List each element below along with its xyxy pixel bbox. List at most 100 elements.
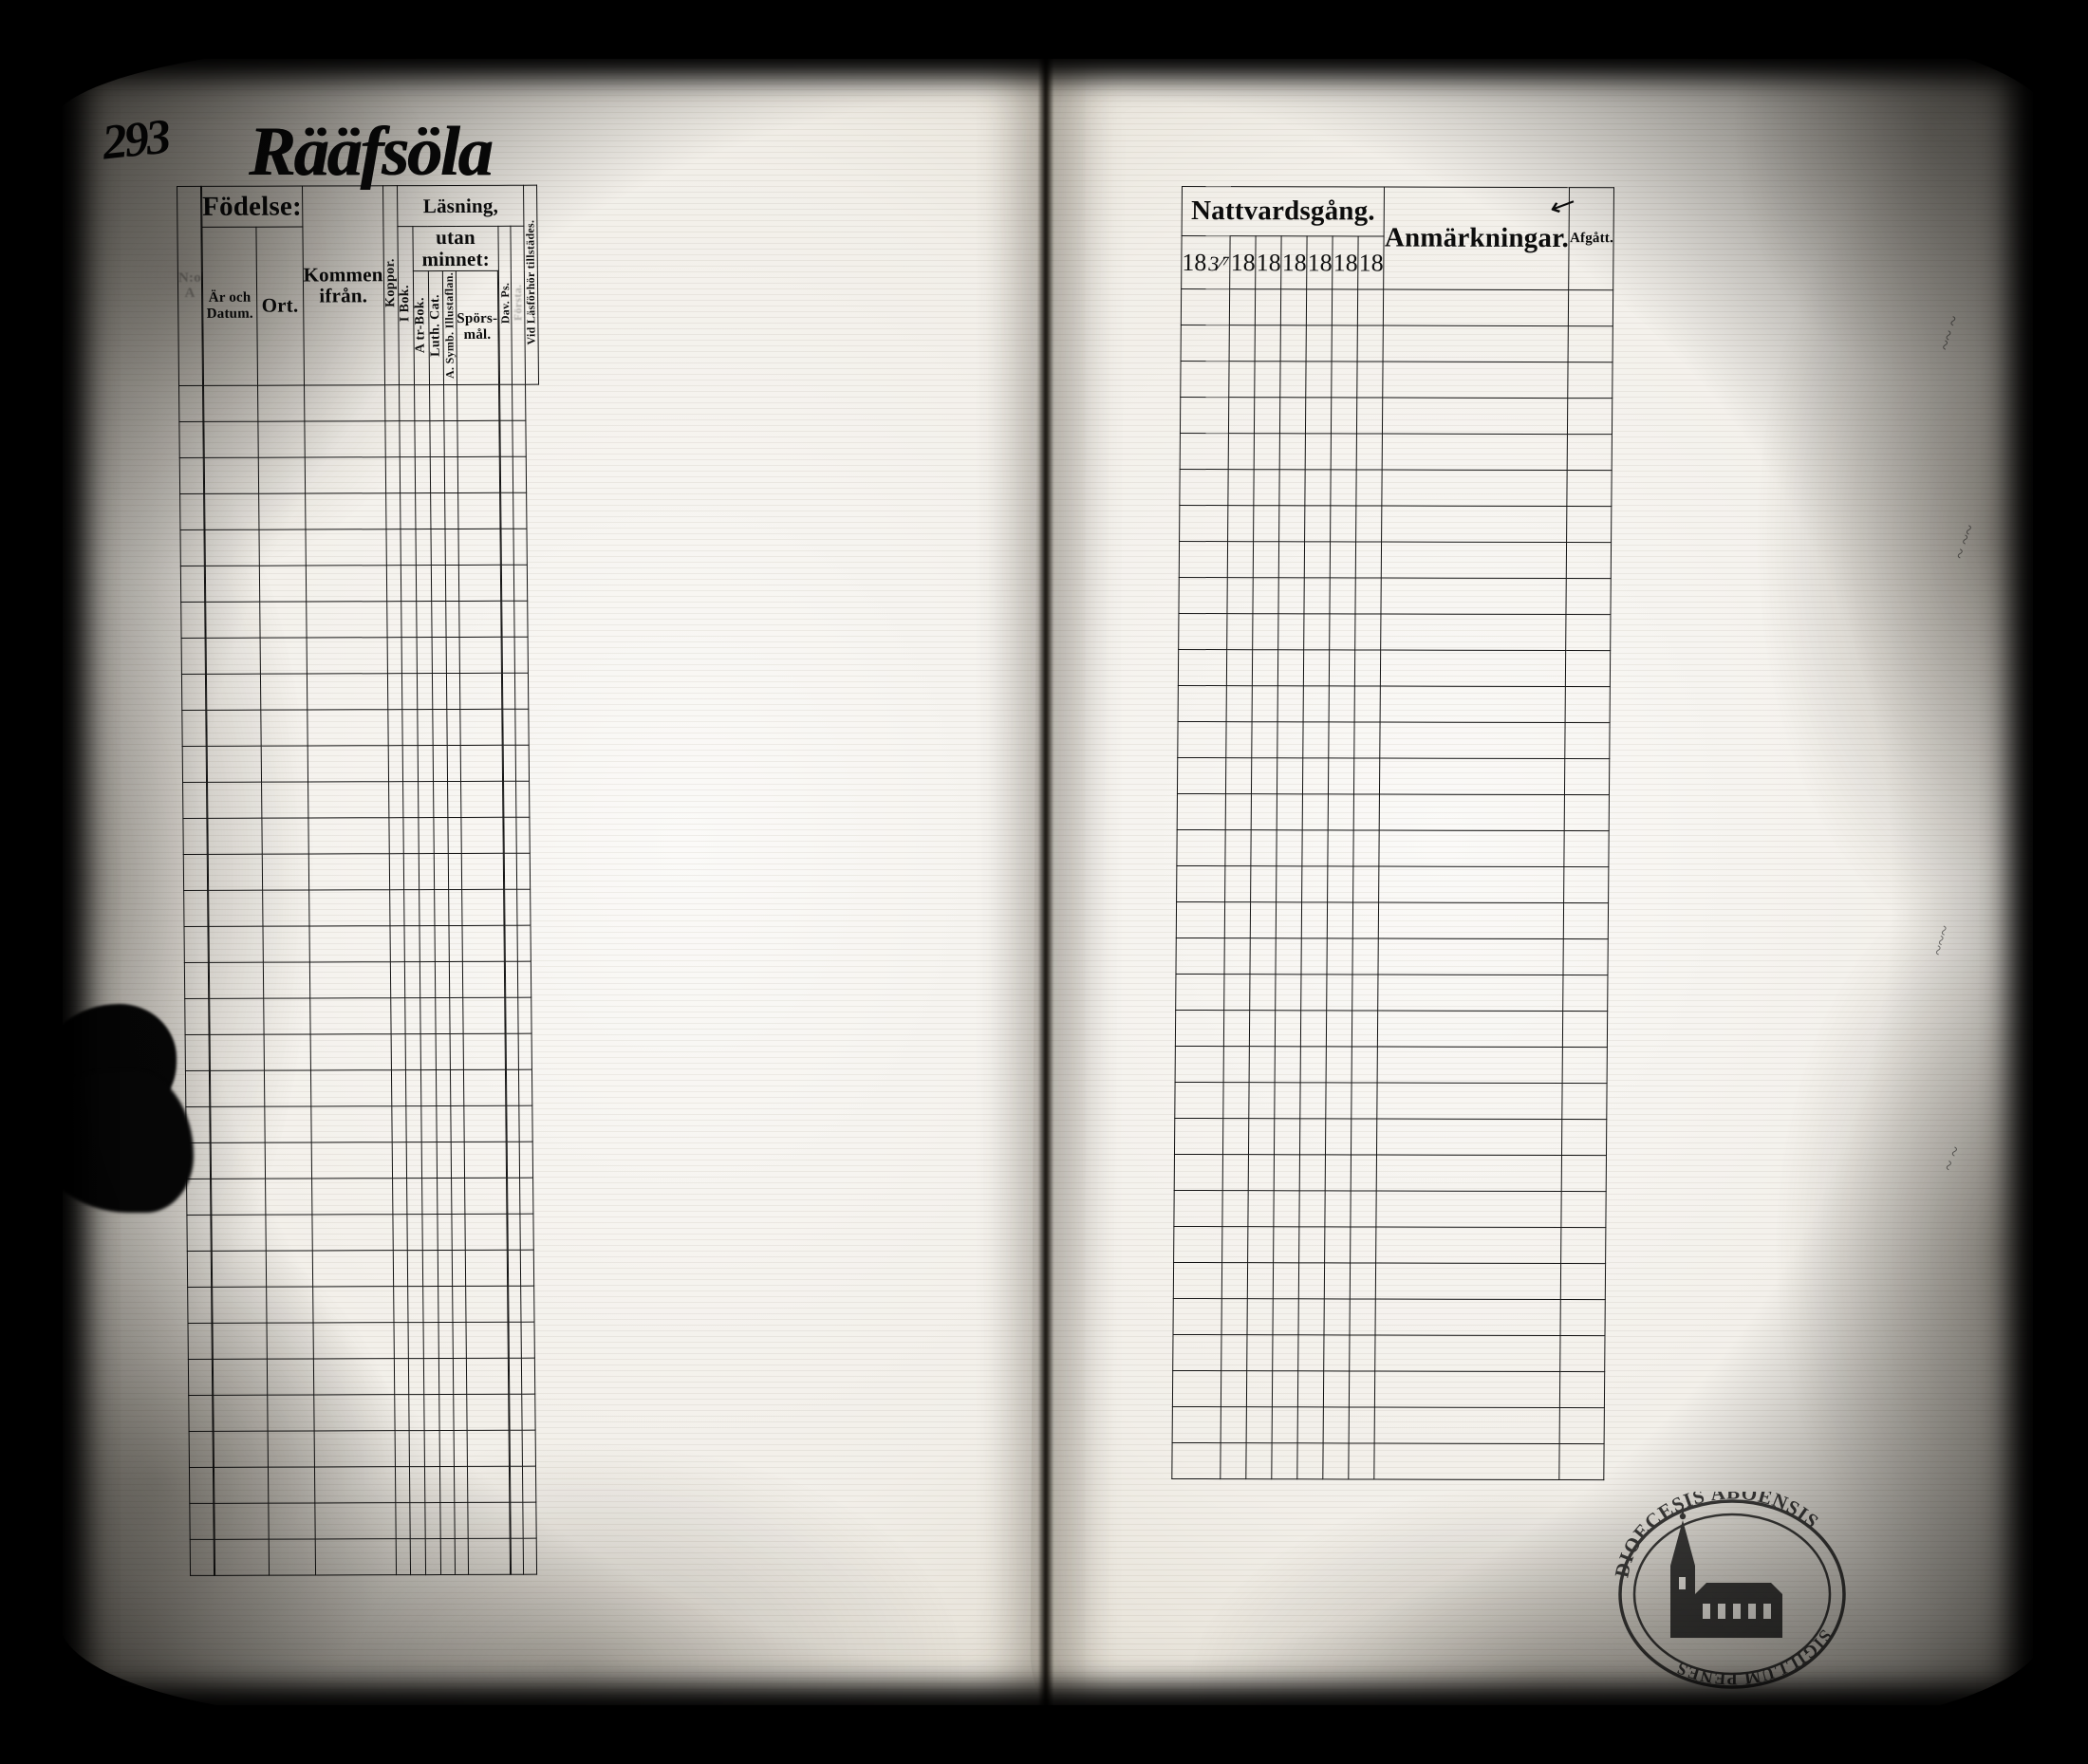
right-cell[interactable] <box>1301 901 1328 938</box>
left-cell[interactable] <box>513 455 527 492</box>
left-cell[interactable] <box>463 1032 506 1070</box>
left-cell[interactable] <box>211 1214 267 1251</box>
right-cell[interactable] <box>1279 433 1306 470</box>
left-cell[interactable] <box>522 1429 536 1466</box>
right-cell[interactable] <box>1175 938 1225 975</box>
right-cell[interactable] <box>1562 1011 1609 1048</box>
left-cell[interactable] <box>268 1430 315 1467</box>
right-cell[interactable] <box>1350 1226 1377 1264</box>
right-cell[interactable] <box>1272 1442 1298 1479</box>
table-row[interactable] <box>1175 1010 1609 1048</box>
right-cell[interactable] <box>1323 1370 1351 1407</box>
left-cell[interactable] <box>393 1286 409 1323</box>
table-row[interactable] <box>1181 288 1614 326</box>
right-cell[interactable] <box>1306 325 1333 362</box>
table-row[interactable] <box>1179 469 1613 507</box>
left-cell[interactable] <box>519 1105 533 1142</box>
left-cell[interactable] <box>403 889 420 926</box>
left-cell[interactable] <box>513 492 528 529</box>
left-cell[interactable] <box>208 853 263 890</box>
left-cell[interactable] <box>405 1033 421 1070</box>
left-cell[interactable] <box>509 1357 523 1394</box>
left-cell[interactable] <box>208 925 264 962</box>
left-cell[interactable] <box>214 1466 269 1503</box>
right-cell[interactable] <box>1561 1119 1608 1156</box>
right-cell[interactable] <box>1223 1082 1250 1119</box>
right-cell[interactable] <box>1559 1371 1606 1408</box>
right-cell[interactable] <box>1332 288 1358 325</box>
left-cell[interactable] <box>203 384 258 421</box>
right-cell[interactable] <box>1323 1406 1350 1443</box>
left-cell[interactable] <box>444 420 458 457</box>
right-cell[interactable] <box>1277 721 1304 758</box>
right-cell[interactable] <box>1352 1082 1378 1120</box>
right-cell[interactable] <box>1564 794 1610 831</box>
left-cell[interactable] <box>308 961 391 998</box>
left-cell[interactable] <box>403 817 419 854</box>
left-cell[interactable] <box>392 1214 408 1251</box>
right-cell[interactable] <box>1246 1370 1274 1407</box>
right-cell[interactable] <box>1300 1010 1328 1047</box>
right-cell[interactable] <box>1303 649 1330 686</box>
right-cell[interactable] <box>1274 1190 1300 1227</box>
table-row[interactable] <box>181 636 541 675</box>
right-cell[interactable] <box>1228 397 1256 434</box>
left-cell[interactable] <box>430 529 446 566</box>
year-column-header-4[interactable]: 18 <box>1280 235 1308 289</box>
left-cell[interactable] <box>183 889 208 927</box>
right-cell[interactable] <box>1357 361 1384 399</box>
right-cell[interactable] <box>1248 1154 1275 1191</box>
right-cell[interactable] <box>1177 757 1227 794</box>
right-cell[interactable] <box>1225 793 1252 830</box>
right-cell[interactable] <box>1174 1154 1223 1191</box>
right-cell[interactable] <box>1175 974 1225 1011</box>
left-cell[interactable] <box>503 780 517 817</box>
right-cell[interactable] <box>1225 829 1252 866</box>
left-cell[interactable] <box>181 673 206 711</box>
left-cell[interactable] <box>405 1069 421 1106</box>
left-cell[interactable] <box>459 636 502 674</box>
right-cell[interactable] <box>1563 938 1609 975</box>
right-cell[interactable] <box>1350 1262 1376 1300</box>
right-cell[interactable] <box>1255 325 1281 362</box>
right-cell[interactable] <box>1300 1046 1327 1083</box>
right-cell[interactable] <box>1355 505 1383 543</box>
left-cell[interactable] <box>258 529 306 566</box>
left-cell[interactable] <box>408 1358 424 1395</box>
left-cell[interactable] <box>515 744 530 781</box>
table-row[interactable] <box>1173 1190 1607 1228</box>
left-cell[interactable] <box>438 1286 454 1323</box>
right-cell[interactable] <box>1376 1191 1562 1228</box>
left-cell[interactable] <box>508 1321 522 1358</box>
right-cell[interactable] <box>1331 469 1357 506</box>
right-cell[interactable] <box>1376 1119 1563 1156</box>
right-cell[interactable] <box>1298 1334 1325 1371</box>
left-cell[interactable] <box>418 817 434 854</box>
right-cell[interactable] <box>1328 829 1354 866</box>
right-cell[interactable] <box>1566 578 1612 615</box>
left-cell[interactable] <box>416 565 432 602</box>
left-cell[interactable] <box>387 709 403 746</box>
table-row[interactable] <box>1179 505 1613 543</box>
left-cell[interactable] <box>455 1502 469 1539</box>
left-cell[interactable] <box>210 1033 265 1070</box>
left-cell[interactable] <box>391 1069 407 1106</box>
left-cell[interactable] <box>467 1465 510 1503</box>
left-cell[interactable] <box>392 1250 408 1287</box>
right-cell[interactable] <box>1228 433 1255 470</box>
left-cell[interactable] <box>514 672 529 709</box>
left-cell[interactable] <box>390 997 406 1034</box>
right-cell[interactable] <box>1330 577 1356 614</box>
table-row[interactable] <box>186 1213 547 1252</box>
left-cell[interactable] <box>306 601 387 638</box>
left-cell[interactable] <box>434 889 450 926</box>
left-cell[interactable] <box>453 1322 467 1359</box>
right-cell[interactable] <box>1174 1118 1224 1155</box>
left-cell[interactable] <box>500 492 514 529</box>
right-cell[interactable] <box>1180 361 1230 398</box>
year-column-header-5[interactable]: 18 <box>1306 235 1333 289</box>
table-row[interactable] <box>1174 1082 1608 1120</box>
table-row[interactable] <box>1173 1262 1607 1300</box>
left-cell[interactable] <box>211 1142 266 1179</box>
left-cell[interactable] <box>390 1033 406 1070</box>
